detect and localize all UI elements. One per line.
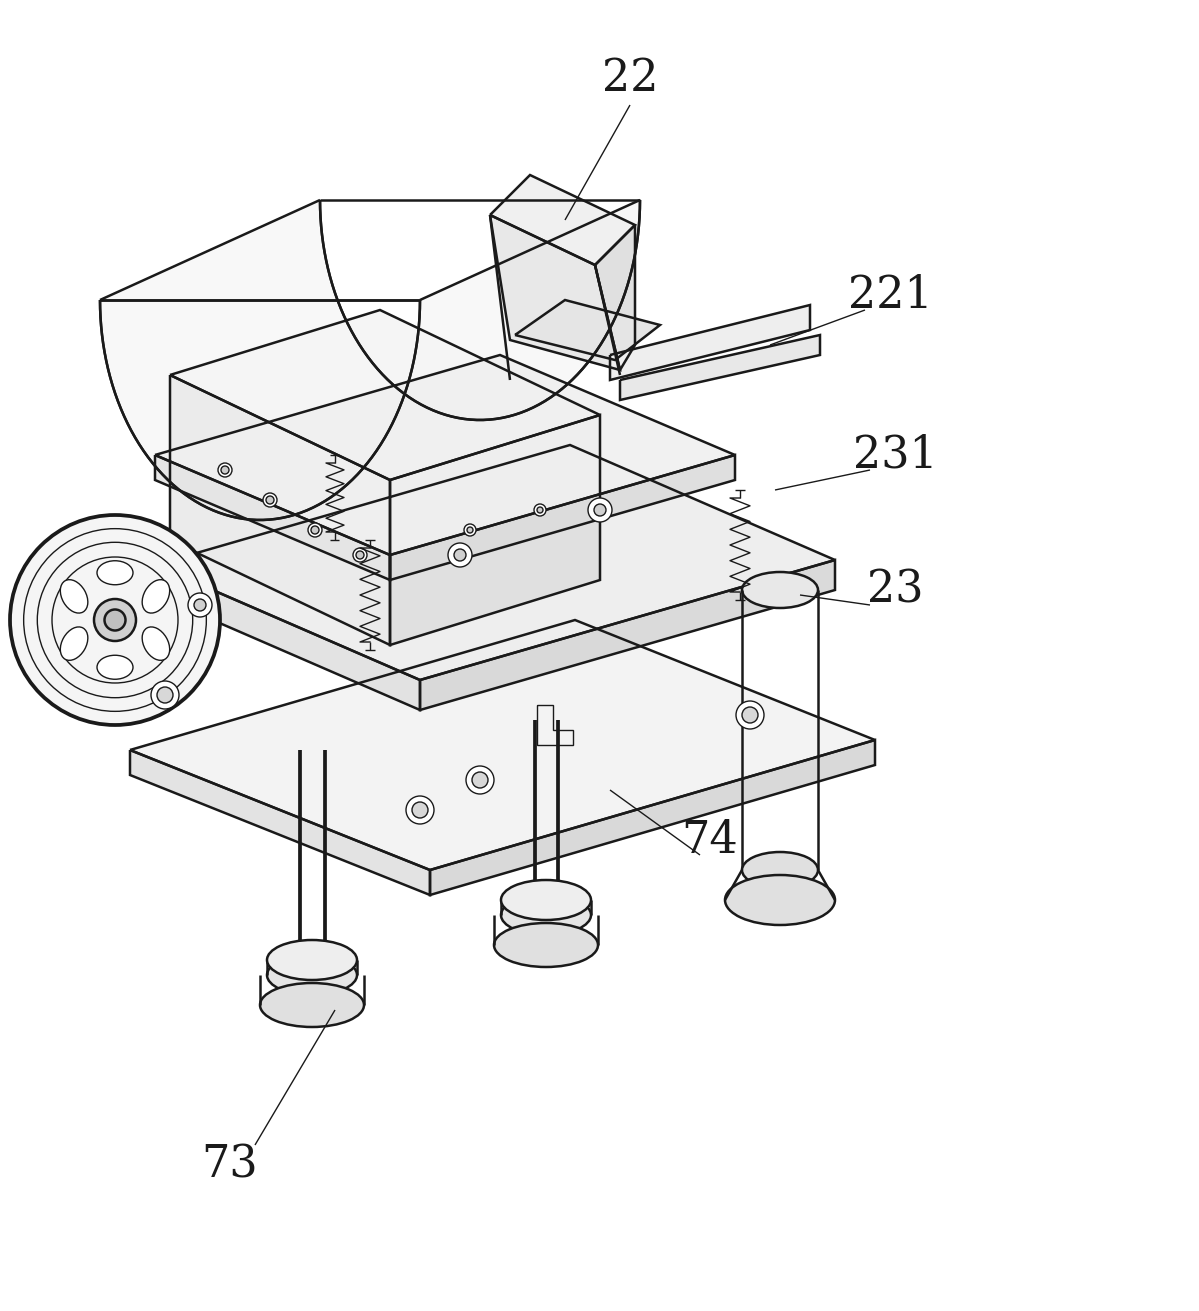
Circle shape — [537, 507, 543, 513]
Ellipse shape — [725, 874, 835, 926]
Circle shape — [218, 463, 231, 477]
Circle shape — [466, 527, 472, 534]
Text: 231: 231 — [852, 434, 938, 477]
Circle shape — [221, 465, 229, 475]
Polygon shape — [595, 225, 635, 370]
Text: 73: 73 — [201, 1143, 258, 1186]
Circle shape — [157, 687, 173, 703]
Polygon shape — [155, 444, 835, 680]
Polygon shape — [610, 305, 811, 380]
Polygon shape — [170, 309, 600, 480]
Polygon shape — [100, 201, 640, 520]
Polygon shape — [490, 215, 620, 370]
Polygon shape — [516, 300, 659, 361]
Polygon shape — [155, 565, 420, 711]
Circle shape — [194, 599, 206, 611]
Ellipse shape — [97, 561, 133, 585]
Ellipse shape — [143, 579, 170, 614]
Circle shape — [588, 498, 611, 522]
Circle shape — [594, 503, 605, 517]
Text: 22: 22 — [602, 56, 658, 100]
Circle shape — [311, 526, 319, 534]
Text: 23: 23 — [867, 569, 923, 612]
Circle shape — [412, 802, 428, 818]
Circle shape — [266, 496, 275, 503]
Circle shape — [472, 772, 488, 788]
Polygon shape — [420, 560, 835, 711]
Ellipse shape — [267, 954, 357, 995]
Ellipse shape — [97, 656, 133, 679]
Polygon shape — [430, 739, 875, 895]
Circle shape — [10, 515, 219, 725]
Ellipse shape — [742, 852, 818, 888]
Circle shape — [356, 551, 364, 558]
Circle shape — [736, 701, 764, 729]
Ellipse shape — [260, 983, 364, 1027]
Polygon shape — [129, 750, 430, 895]
Ellipse shape — [267, 940, 357, 981]
Circle shape — [742, 707, 758, 722]
Polygon shape — [620, 336, 820, 400]
Circle shape — [308, 523, 323, 538]
Ellipse shape — [501, 880, 591, 920]
Circle shape — [466, 766, 494, 794]
Polygon shape — [390, 416, 600, 645]
Text: 221: 221 — [848, 274, 933, 316]
Circle shape — [151, 680, 179, 709]
Ellipse shape — [143, 627, 170, 661]
Polygon shape — [170, 375, 390, 645]
Circle shape — [448, 543, 472, 566]
Polygon shape — [155, 455, 390, 579]
Circle shape — [454, 549, 466, 561]
Circle shape — [263, 493, 277, 507]
Circle shape — [353, 548, 367, 562]
Circle shape — [188, 593, 212, 617]
Ellipse shape — [60, 579, 88, 614]
Ellipse shape — [494, 923, 598, 968]
Polygon shape — [155, 355, 735, 555]
Polygon shape — [490, 174, 635, 265]
Ellipse shape — [60, 627, 88, 661]
Circle shape — [104, 610, 126, 631]
Circle shape — [464, 524, 476, 536]
Circle shape — [406, 796, 434, 825]
Polygon shape — [390, 455, 735, 579]
Ellipse shape — [501, 895, 591, 935]
Text: 74: 74 — [681, 818, 739, 861]
Circle shape — [94, 599, 135, 641]
Circle shape — [534, 503, 546, 517]
Ellipse shape — [742, 572, 818, 608]
Polygon shape — [129, 620, 875, 871]
